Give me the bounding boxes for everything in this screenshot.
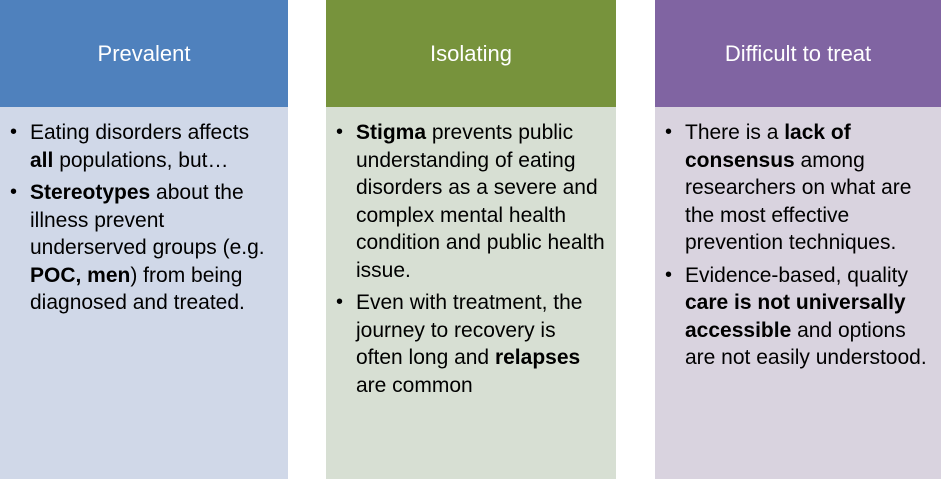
bullet-text: populations, but… <box>53 148 229 172</box>
column-body: Stigma prevents public understanding of … <box>326 107 616 479</box>
bullet-emphasis: lack of consensus <box>685 121 851 172</box>
bullet-item: Stereotypes about the illness prevent un… <box>10 179 278 317</box>
bullet-list: Eating disorders affects all populations… <box>10 119 278 317</box>
column-prevalent: Prevalent Eating disorders affects all p… <box>0 0 288 479</box>
column-header: Prevalent <box>0 0 288 107</box>
bullet-emphasis: care is not universally accessible <box>685 291 906 342</box>
bullet-text: among researchers on what are the most e… <box>685 148 912 255</box>
bullet-text: ) from being diagnosed and treated. <box>30 263 245 315</box>
bullet-emphasis: all <box>30 148 54 172</box>
bullet-emphasis: POC, men <box>30 263 131 287</box>
bullet-emphasis: Stigma <box>356 121 427 144</box>
bullet-list: There is a lack of consensus among resea… <box>665 119 931 372</box>
column-difficult-to-treat: Difficult to treat There is a lack of co… <box>655 0 941 479</box>
bullet-item: Eating disorders affects all populations… <box>10 119 278 174</box>
bullet-text: are common <box>356 373 473 397</box>
bullet-item: Stigma prevents public understanding of … <box>336 119 606 284</box>
bullet-list: Stigma prevents public understanding of … <box>336 119 606 399</box>
bullet-emphasis: relapses <box>494 346 581 369</box>
bullet-item: Even with treatment, the journey to reco… <box>336 289 606 399</box>
bullet-text: and options are not easily understood. <box>685 318 927 370</box>
column-title: Prevalent <box>97 40 191 66</box>
column-title: Isolating <box>430 40 512 66</box>
column-header: Isolating <box>326 0 616 107</box>
column-body: There is a lack of consensus among resea… <box>655 107 941 479</box>
bullet-emphasis: Stereotypes <box>30 181 151 204</box>
bullet-text: Eating disorders affects <box>30 121 250 144</box>
column-isolating: Isolating Stigma prevents public underst… <box>326 0 616 479</box>
column-title: Difficult to treat <box>724 40 872 66</box>
bullet-item: Evidence-based, quality care is not univ… <box>665 262 931 372</box>
bullet-text: Even with treatment, the journey to reco… <box>356 291 583 369</box>
column-body: Eating disorders affects all populations… <box>0 107 288 479</box>
column-header: Difficult to treat <box>655 0 941 107</box>
bullet-text: about the illness prevent underserved gr… <box>30 181 265 259</box>
bullet-text: There is a <box>685 121 785 144</box>
bullet-item: There is a lack of consensus among resea… <box>665 119 931 257</box>
bullet-text: Evidence-based, quality <box>685 263 908 287</box>
bullet-text: prevents public understanding of eating … <box>356 121 605 282</box>
